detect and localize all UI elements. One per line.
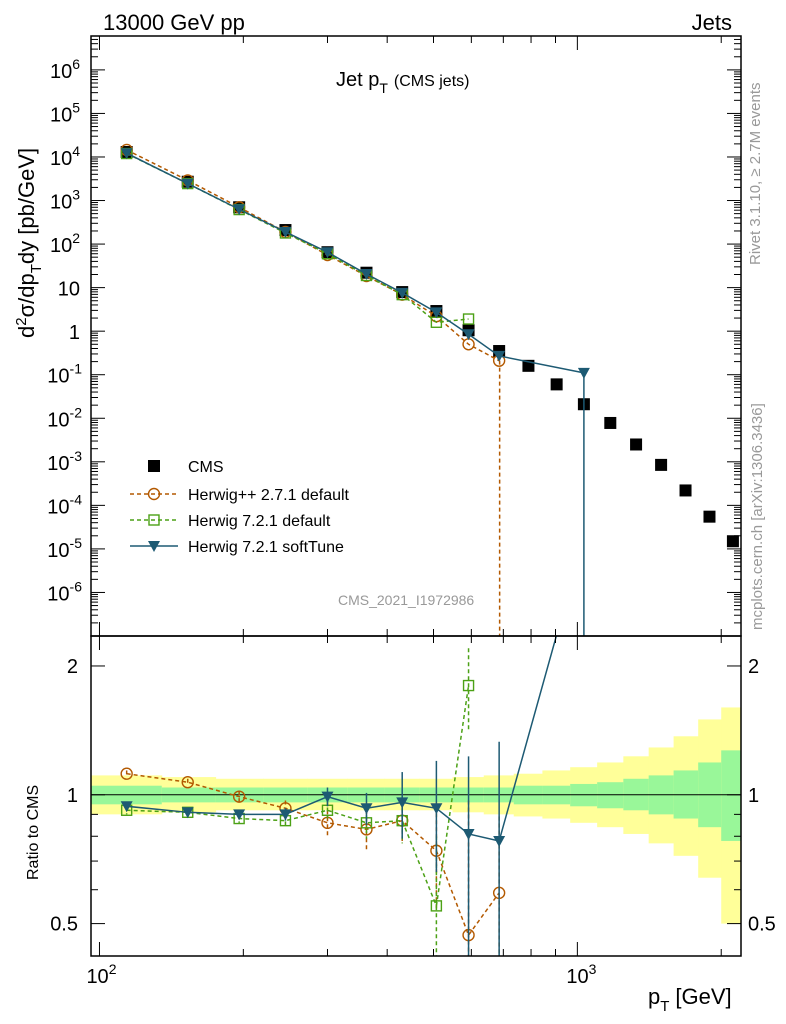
main-panel-series [120, 143, 739, 636]
rivet-label: Rivet 3.1.10, ≥ 2.7M events [747, 83, 764, 266]
ratio-point [279, 809, 292, 821]
data-point [360, 269, 373, 281]
x-tick-label: 102 [86, 961, 116, 988]
y-tick-label: 10-4 [47, 491, 82, 518]
ratio-point [233, 809, 246, 821]
y-tick-label: 106 [50, 56, 80, 83]
mcplots-label: mcplots.cern.ch [arXiv:1306.3436] [749, 403, 766, 630]
ratio-point [181, 776, 194, 789]
y-tick-label: 10-3 [47, 448, 82, 475]
legend-label: CMS [188, 459, 224, 476]
ratio-line [126, 685, 470, 909]
band-inner-bin [721, 750, 741, 841]
data-point [493, 350, 506, 362]
y-tick-label: 10 [58, 279, 80, 301]
ratio-point [120, 767, 133, 780]
x-tick-label: 103 [566, 961, 596, 988]
ratio-y-tick-label-right: 2 [748, 656, 759, 678]
data-point [726, 535, 739, 548]
data-point [655, 458, 668, 471]
y-tick-label: 10-6 [47, 578, 82, 605]
ratio-point [462, 828, 475, 840]
ratio-point [462, 679, 475, 692]
y-tick-label: 105 [50, 99, 80, 126]
legend-marker [148, 541, 160, 552]
ratio-point [430, 900, 443, 912]
ratio-point [232, 790, 246, 803]
ratio-y-tick-label: 0.5 [50, 914, 78, 936]
analysis-id: CMS_2021_I1972986 [338, 592, 474, 608]
legend-marker [147, 487, 161, 501]
x-axis-label: pT [GeV] [648, 984, 732, 1015]
plot-title: Jet pT (CMS jets) [336, 69, 469, 96]
ratio-panel-frame [90, 635, 742, 957]
y-axis-label-ratio: Ratio to CMS [25, 785, 42, 880]
ratio-y-tick-label-right: 0.5 [748, 914, 776, 936]
legend-marker [148, 460, 160, 472]
ratio-y-tick-label: 2 [67, 656, 78, 678]
y-tick-label: 102 [50, 230, 80, 257]
data-point [233, 204, 246, 216]
data-point [550, 378, 563, 391]
series-line [126, 152, 585, 374]
data-point [630, 438, 643, 451]
data-point [604, 416, 617, 429]
data-point [462, 313, 475, 325]
ratio-y-tick-label-right: 1 [748, 785, 759, 807]
data-point [321, 247, 334, 259]
data-point [396, 287, 409, 299]
y-tick-label: 10-2 [47, 404, 82, 431]
legend-label: Herwig 7.2.1 softTune [188, 539, 344, 556]
legend: CMS Herwig++ 2.7.1 default Herwig 7.2.1 de… [130, 459, 350, 556]
y-tick-label: 103 [50, 187, 80, 214]
ratio-point [493, 835, 506, 847]
legend-label: Herwig++ 2.7.1 default [188, 487, 350, 504]
data-point [679, 484, 692, 497]
data-point [120, 148, 133, 160]
ratio-point [181, 807, 194, 819]
header-right: Jets [692, 10, 732, 35]
legend-label: Herwig 7.2.1 default [188, 513, 331, 530]
y-axis-label-main: d2σ/dpTdy [pb/GeV] [13, 148, 45, 338]
data-point [703, 510, 716, 523]
ratio-panel-series [120, 636, 558, 956]
y-tick-label: 1 [69, 322, 80, 344]
y-tick-label: 10-5 [47, 535, 82, 562]
ratio-point [321, 791, 334, 803]
ratio-point [396, 797, 409, 809]
y-tick-label: 10-1 [47, 361, 82, 388]
y-tick-label: 104 [50, 143, 80, 170]
legend-marker [148, 514, 160, 526]
ratio-point [430, 803, 443, 815]
axis-ticks: 102 103 10-6 10-5 10-4 10-3 10-2 10-1 1 10 102 103 1… [47, 35, 776, 988]
data-point [279, 226, 292, 238]
data-point [430, 307, 443, 319]
ratio-point [120, 801, 133, 813]
ratio-line [126, 772, 500, 937]
data-point [181, 178, 194, 190]
data-point [462, 329, 475, 341]
header-left: 13000 GeV pp [103, 10, 245, 35]
ratio-point [360, 803, 373, 815]
series-line [126, 149, 500, 362]
ratio-y-tick-label: 1 [67, 785, 78, 807]
